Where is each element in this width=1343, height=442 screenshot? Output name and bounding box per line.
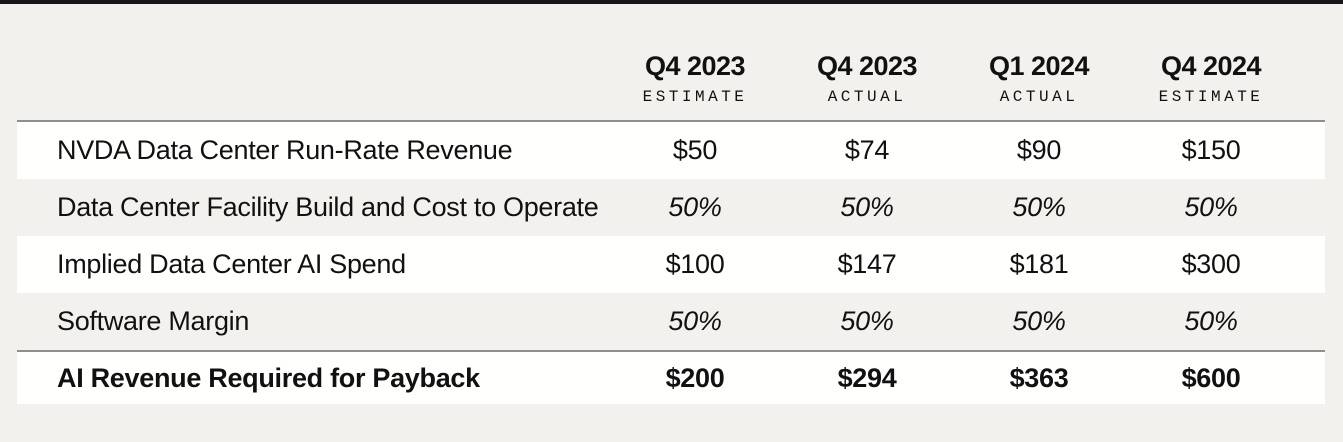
cell-value: 50% — [840, 192, 894, 222]
column-type-label: ACTUAL — [999, 88, 1079, 106]
cell-value: $363 — [1009, 362, 1069, 393]
column-period-label: Q1 2024 — [988, 51, 1090, 82]
cell-value: $90 — [1016, 135, 1062, 165]
row-label: Implied Data Center AI Spend — [57, 249, 406, 279]
cell-value: 50% — [1184, 192, 1238, 222]
cell-value: 50% — [840, 306, 894, 336]
cell-value: $100 — [665, 249, 725, 279]
row-label: AI Revenue Required for Payback — [57, 362, 480, 393]
column-header-q4-2023-estimate: Q4 2023 ESTIMATE — [609, 52, 781, 120]
column-type-label: ESTIMATE — [642, 88, 748, 106]
table-header-row: Q4 2023 ESTIMATE Q4 2023 ACTUAL Q1 2024 … — [17, 32, 1325, 120]
column-period-label: Q4 2023 — [816, 51, 918, 82]
cell-value: $600 — [1181, 362, 1241, 393]
column-header-q4-2023-actual: Q4 2023 ACTUAL — [781, 52, 953, 120]
payback-table: Q4 2023 ESTIMATE Q4 2023 ACTUAL Q1 2024 … — [17, 32, 1325, 404]
table-row-facility-build-cost: Data Center Facility Build and Cost to O… — [17, 179, 1325, 236]
cell-value: 50% — [668, 306, 722, 336]
column-type-label: ACTUAL — [827, 88, 907, 106]
table-row-implied-ai-spend: Implied Data Center AI Spend $100 $147 $… — [17, 236, 1325, 293]
cell-value: $294 — [837, 362, 897, 393]
column-header-q4-2024-estimate: Q4 2024 ESTIMATE — [1125, 52, 1297, 120]
table-row-ai-revenue-payback: AI Revenue Required for Payback $200 $29… — [17, 350, 1325, 404]
row-label: NVDA Data Center Run-Rate Revenue — [57, 135, 513, 165]
row-label: Data Center Facility Build and Cost to O… — [57, 192, 599, 222]
table-row-software-margin: Software Margin 50% 50% 50% 50% — [17, 293, 1325, 350]
column-period-label: Q4 2024 — [1160, 51, 1262, 82]
table-row-nvda-run-rate-revenue: NVDA Data Center Run-Rate Revenue $50 $7… — [17, 120, 1325, 179]
cell-value: $74 — [844, 135, 890, 165]
row-label: Software Margin — [57, 306, 250, 336]
cell-value: 50% — [1012, 192, 1066, 222]
column-period-label: Q4 2023 — [644, 51, 746, 82]
top-border-strip — [0, 0, 1343, 4]
cell-value: 50% — [1012, 306, 1066, 336]
column-type-label: ESTIMATE — [1158, 88, 1264, 106]
cell-value: 50% — [668, 192, 722, 222]
cell-value: $200 — [665, 362, 725, 393]
column-header-q1-2024-actual: Q1 2024 ACTUAL — [953, 52, 1125, 120]
cell-value: $300 — [1181, 249, 1241, 279]
cell-value: 50% — [1184, 306, 1238, 336]
cell-value: $181 — [1009, 249, 1069, 279]
cell-value: $150 — [1181, 135, 1241, 165]
cell-value: $147 — [837, 249, 897, 279]
cell-value: $50 — [672, 135, 718, 165]
